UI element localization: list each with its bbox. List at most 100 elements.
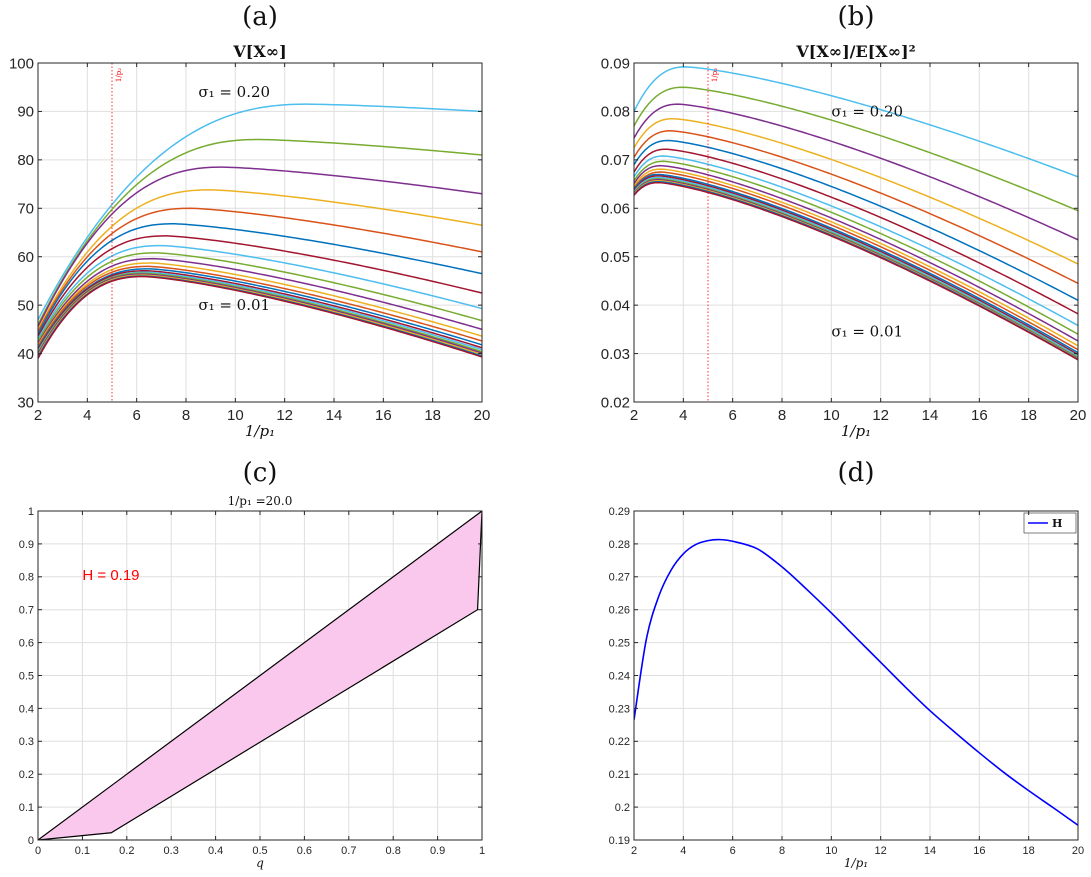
y-tick-label: 0.2 [615, 802, 630, 814]
x-tick-label: 6 [728, 407, 736, 424]
x-tick-label: 10 [227, 407, 244, 424]
y-tick-label: 0 [28, 835, 34, 847]
y-tick-label: 80 [17, 152, 34, 169]
panel-2: (b) V[X∞]/E[X∞]² 1/p₂ σ₁ = 0.20 σ₁ = 0.01 2 4 6… [601, 2, 1087, 440]
x-tick-label: 0.6 [297, 845, 312, 857]
series-line [38, 270, 482, 351]
y-tick-label: 70 [17, 201, 34, 218]
x-tick-label: 6 [132, 407, 140, 424]
panel-label: (b) [838, 2, 875, 32]
y-tick-label: 0.27 [609, 572, 630, 584]
y-tick-label: 1 [28, 506, 34, 518]
y-tick-label: 0.8 [19, 572, 34, 584]
x-tick-label: 0.9 [430, 845, 445, 857]
series-line [634, 173, 1078, 354]
x-tick-label: 8 [778, 407, 786, 424]
x-axis-label: 1/p₁ [844, 856, 868, 870]
x-tick-label: 12 [872, 407, 889, 424]
y-tick-label: 0.03 [601, 346, 630, 363]
x-tick-label: 6 [730, 845, 736, 857]
x-tick-label: 20 [1072, 845, 1084, 857]
y-tick-label: 50 [17, 297, 34, 314]
x-tick-label: 18 [1023, 845, 1035, 857]
y-tick-label: 60 [17, 249, 34, 266]
series-line-h [634, 538, 1078, 826]
x-tick-label: 18 [1020, 407, 1037, 424]
series-line [38, 207, 482, 333]
y-tick-label: 0.05 [601, 249, 630, 266]
y-tick-label: 0.6 [19, 637, 34, 649]
x-tick-label: 16 [973, 845, 985, 857]
x-tick-label: 2 [630, 407, 638, 424]
axes-box [37, 62, 483, 403]
legend-entry: H [1052, 517, 1062, 530]
lower-boundary [38, 511, 482, 840]
legend: H [1023, 512, 1077, 534]
series-line [634, 139, 1078, 301]
y-tick-label: 0.4 [19, 703, 34, 715]
x-tick-label: 0.3 [164, 845, 179, 857]
series-line [38, 268, 482, 349]
series-line [634, 168, 1078, 347]
y-tick-label: 0.9 [19, 539, 34, 551]
x-tick-label: 16 [375, 407, 392, 424]
x-tick-label: 0.8 [386, 845, 401, 857]
panel-4: (d) H 2 4 6 8 10 12 14 16 18 20 0.19 0.2 0.21 0.22 0.23 0… [609, 458, 1085, 870]
x-tick-label: 0.5 [252, 845, 267, 857]
x-tick-label: 12 [276, 407, 293, 424]
series-line [634, 178, 1078, 359]
x-tick-label: 0.4 [208, 845, 223, 857]
y-tick-label: 0.07 [601, 152, 630, 169]
series-line [634, 164, 1078, 342]
x-tick-label: 0.2 [119, 845, 134, 857]
series-line [38, 223, 482, 335]
series-line [38, 189, 482, 330]
y-tick-label: 0.23 [609, 703, 630, 715]
y-tick-label: 0.21 [609, 769, 630, 781]
panel-label: (a) [242, 2, 278, 32]
x-tick-label: 16 [971, 407, 988, 424]
y-tick-label: 40 [17, 346, 34, 363]
y-tick-label: 0.04 [601, 297, 630, 314]
y-tick-label: 0.28 [609, 539, 630, 551]
series-line [38, 273, 482, 355]
panel-1: (a) V[X∞] 1/p₂ σ₁ = 0.20 σ₁ = 0.01 2 4 6 8 10 12 14… [9, 2, 490, 440]
x-axis-label: 1/p₁ [245, 422, 275, 440]
upper-boundary [38, 511, 482, 840]
series-line [634, 155, 1078, 327]
y-tick-label: 0.19 [609, 835, 630, 847]
y-tick-label: 100 [9, 55, 34, 72]
x-tick-label: 4 [679, 407, 687, 424]
h-value-label: H = 0.19 [82, 567, 139, 584]
x-tick-label: 14 [326, 407, 343, 424]
y-tick-label: 0.02 [601, 394, 630, 411]
sigma-annotation: σ₁ = 0.20 [831, 102, 903, 120]
y-tick-label: 0.09 [601, 55, 630, 72]
x-tick-label: 20 [1070, 407, 1087, 424]
x-tick-label: 1 [479, 845, 485, 857]
sigma-annotation: σ₁ = 0.20 [198, 83, 270, 101]
x-tick-label: 10 [825, 845, 837, 857]
chart-title: V[X∞] [232, 42, 286, 61]
series-line [634, 148, 1078, 315]
marker-line-label: 1/p₂ [711, 68, 719, 82]
y-tick-label: 0.3 [19, 736, 34, 748]
y-tick-label: 0.2 [19, 769, 34, 781]
y-tick-label: 0.29 [609, 506, 630, 518]
y-tick-label: 0.26 [609, 605, 630, 617]
series-line [38, 103, 482, 321]
plot-area [634, 538, 1078, 826]
y-tick-label: 0.24 [609, 670, 630, 682]
y-tick-label: 0.1 [19, 802, 34, 814]
x-tick-label: 18 [424, 407, 441, 424]
series-line [634, 160, 1078, 335]
y-tick-label: 0.7 [19, 605, 34, 617]
x-tick-label: 10 [823, 407, 840, 424]
x-tick-label: 4 [83, 407, 91, 424]
x-tick-label: 4 [680, 845, 686, 857]
panel-label: (d) [838, 458, 875, 488]
series-line [38, 274, 482, 356]
plot-area [38, 511, 482, 840]
x-tick-label: 8 [779, 845, 785, 857]
